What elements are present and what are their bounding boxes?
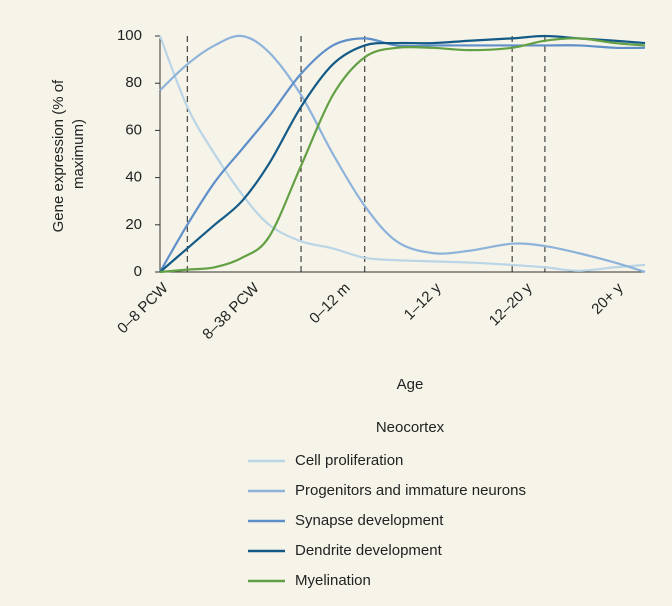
legend-title: Neocortex <box>376 419 445 436</box>
y-tick-label: 80 <box>125 74 142 91</box>
legend-label: Myelination <box>295 572 371 589</box>
series-line <box>159 37 646 274</box>
legend-label: Synapse development <box>295 512 444 529</box>
legend-label: Progenitors and immature neurons <box>295 482 526 499</box>
x-axis-label: Age <box>397 376 424 393</box>
x-tick-label: 0–12 m <box>306 280 353 327</box>
x-tick-label: 0–8 PCW <box>114 279 172 337</box>
series-line <box>159 34 646 273</box>
series-line <box>159 37 646 273</box>
x-tick-label: 20+ y <box>588 279 627 318</box>
series-line <box>159 34 646 274</box>
y-axis-label-line: maximum) <box>70 119 87 189</box>
y-tick-label: 40 <box>125 169 142 186</box>
x-tick-label: 12–20 y <box>486 279 536 329</box>
y-tick-label: 100 <box>117 27 142 44</box>
series-line <box>158 35 646 272</box>
y-tick-label: 60 <box>125 121 142 138</box>
legend-label: Cell proliferation <box>295 452 403 469</box>
x-tick-label: 1–12 y <box>401 279 445 323</box>
y-tick-label: 20 <box>125 216 142 233</box>
y-tick-label: 0 <box>134 263 142 280</box>
y-axis-label: Gene expression (% of maximum) <box>50 76 87 233</box>
x-tick-label: 8–38 PCW <box>199 279 263 343</box>
y-axis-label-line: Gene expression (% of <box>50 79 67 232</box>
legend-label: Dendrite development <box>295 542 443 559</box>
